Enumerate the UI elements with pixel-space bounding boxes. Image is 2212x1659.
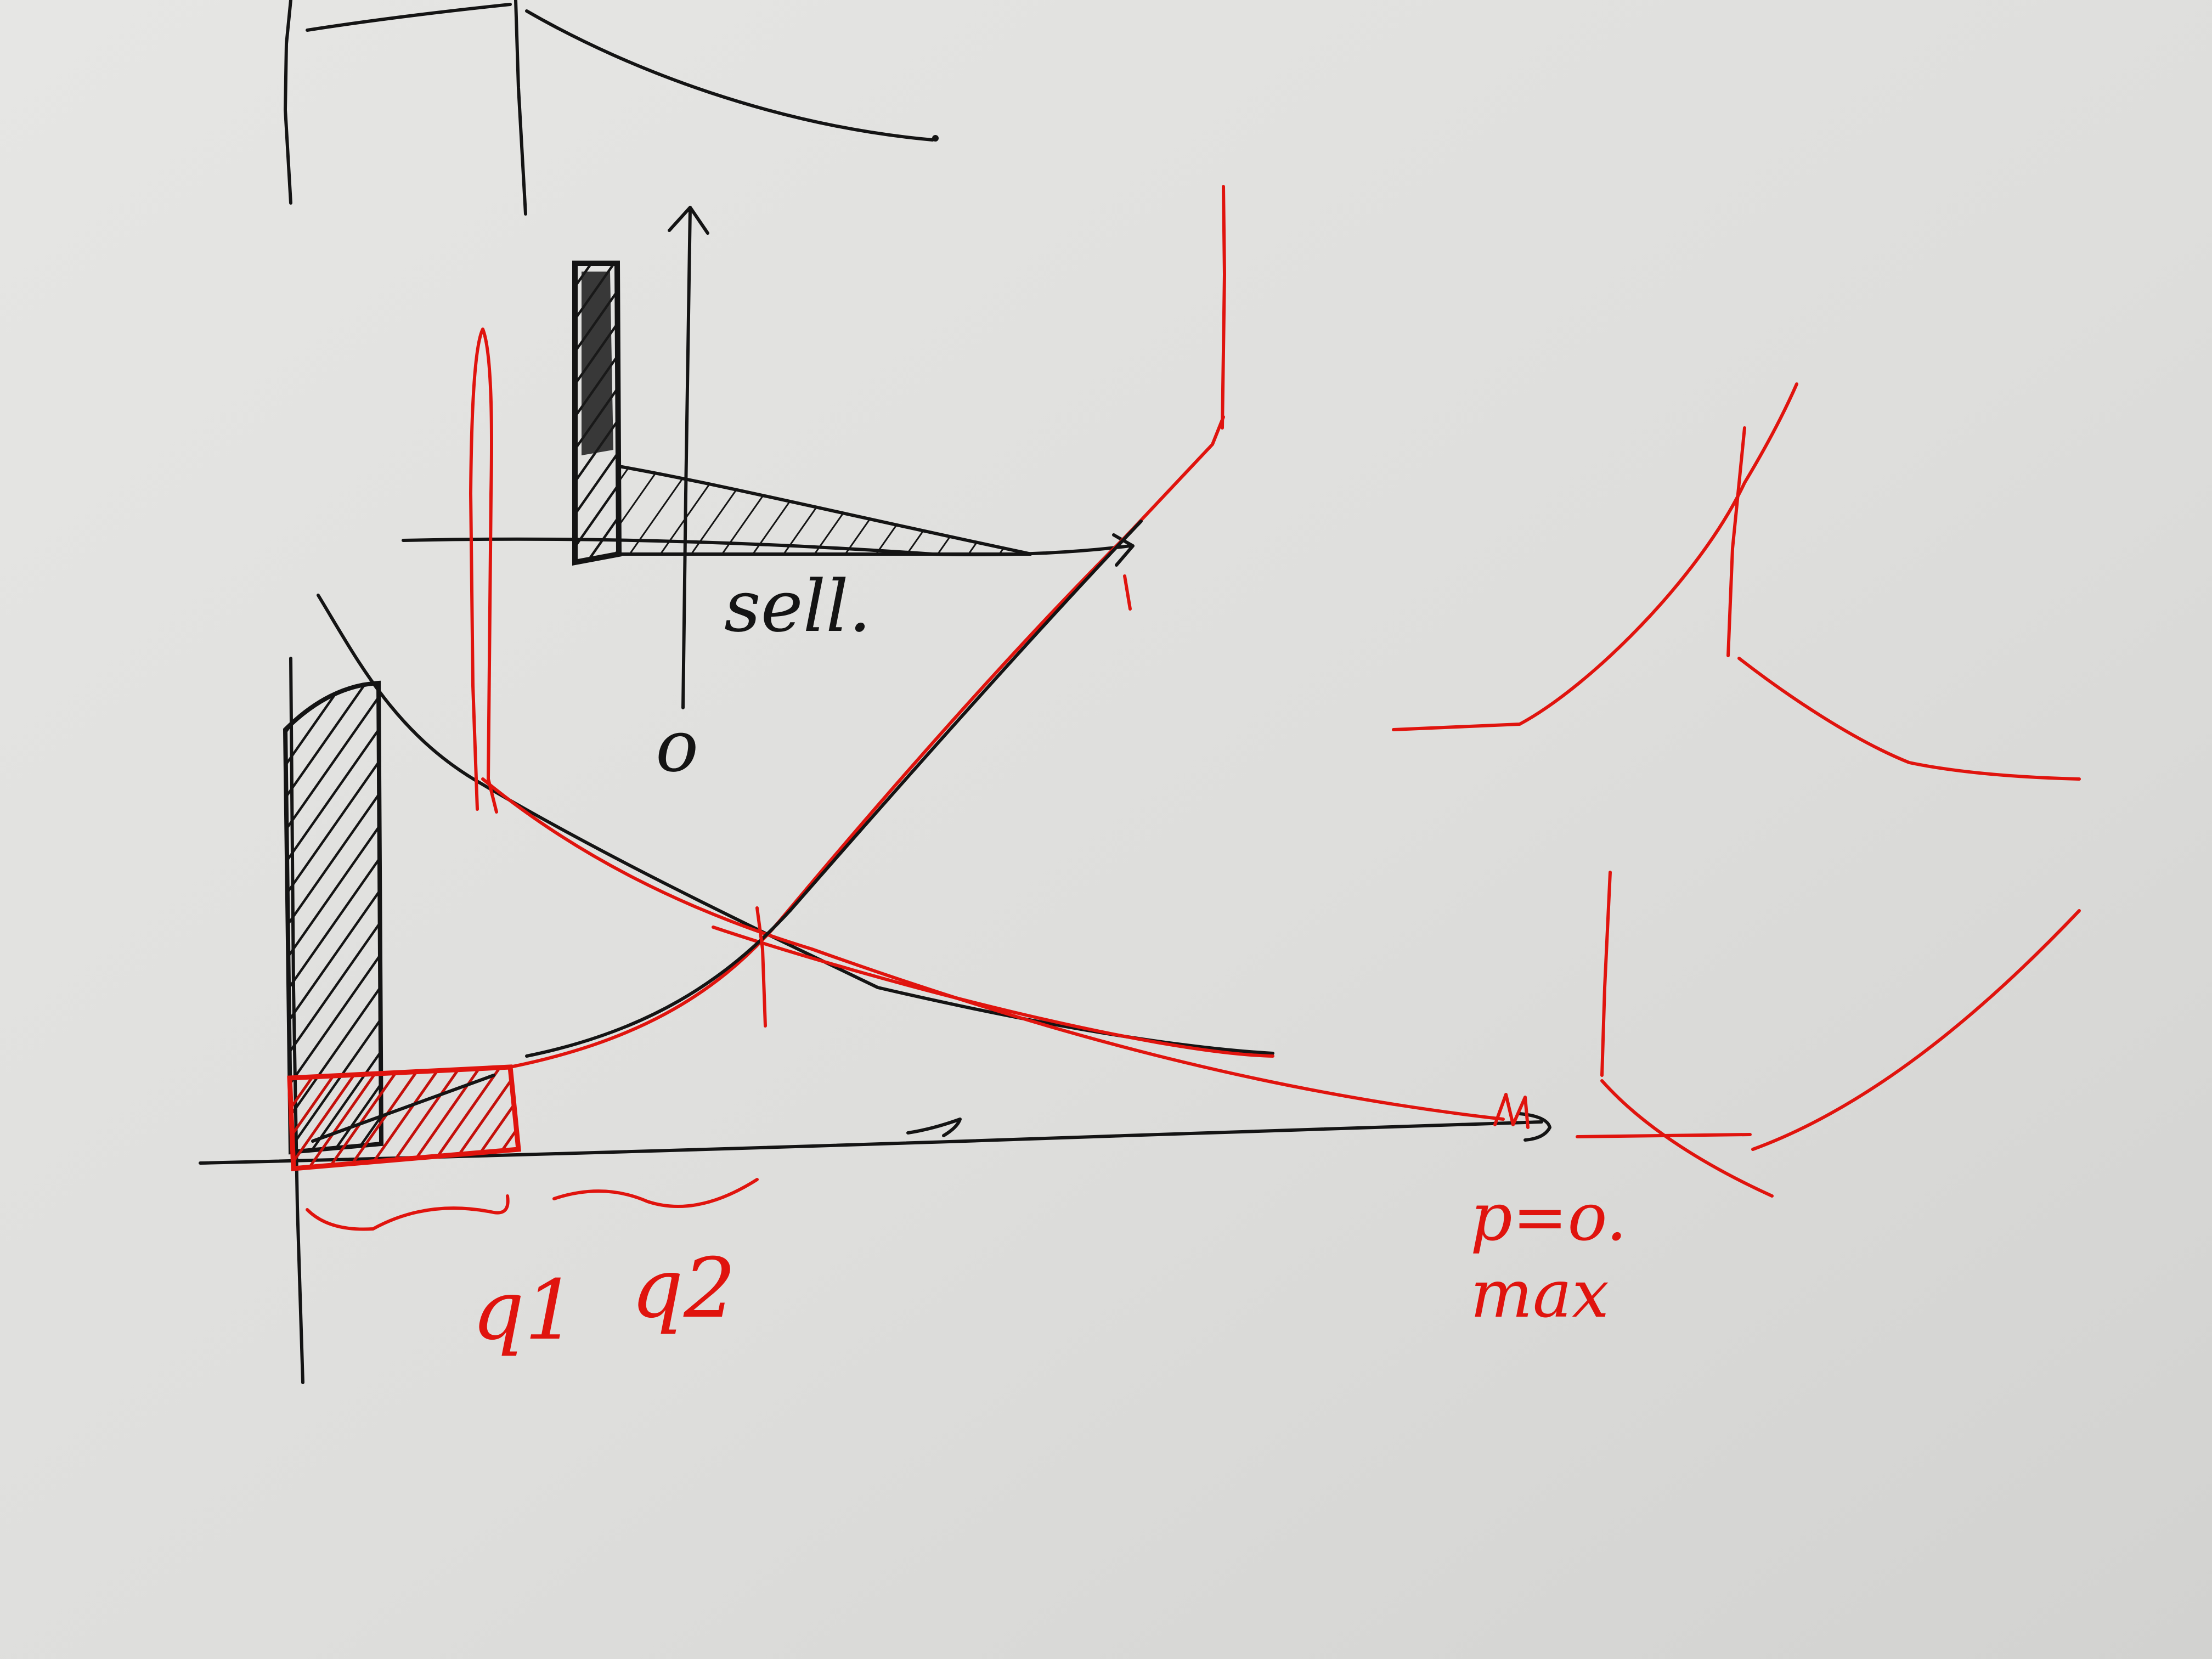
red-spike-left [469,328,498,814]
sell-inset-sketch: sell. o [402,206,1135,788]
upper-vertical [1726,426,1746,657]
lower-rise [1751,909,2081,1151]
supply-curve-black-trace [525,520,1143,1058]
origin-mark: o [656,704,698,788]
right-red-sketch-lower [1576,871,2081,1198]
sell-label: sell. [724,565,871,648]
q2-label: q2 [631,1241,736,1336]
top-center-vertical-stroke [514,0,527,216]
p0-label: p=o. [1470,1180,1627,1256]
p0-end-marker [1493,1093,1530,1129]
supply-curve-red [509,415,1225,1069]
left-hatched-bar-shape [283,680,384,1155]
right-red-sketch-upper [1392,382,2081,781]
max-label: max [1470,1256,1609,1333]
red-hatched-block-shape [287,1064,521,1171]
brace-q1 [306,1194,510,1231]
top-left-curve [306,3,512,32]
q1-label: q1 [472,1263,577,1358]
supply-curve-vertical [1221,185,1226,430]
top-left-vertical-stroke [284,0,292,205]
inset-hatched-tail [617,464,1032,556]
equilibrium-mark [755,906,767,1028]
demand-curve-red-trace [712,926,1274,1058]
inset-solid-bar-fill [582,272,613,455]
top-partial-sketch [284,0,939,216]
main-axis-arrowhead-mid [906,1118,962,1137]
inset-horizontal-arrowhead [1112,533,1135,567]
demand-curve-red [481,777,1505,1121]
brace-q2 [552,1178,759,1208]
upper-decay [1737,657,2081,781]
black-hatch-over-red [311,1074,495,1143]
lower-flat [1576,1133,1752,1138]
inset-vertical-arrowhead [668,206,709,235]
left-hatched-bar [283,680,384,1155]
top-dot [932,135,939,142]
upper-tent-curve [1392,382,1798,731]
lower-decay [1600,1079,1774,1198]
supply-tick [1123,574,1132,611]
main-axis-arrowhead-end [1518,1112,1551,1142]
top-decay-curve [525,9,934,142]
red-hatched-block [287,1064,521,1171]
lower-vertical [1600,871,1612,1077]
